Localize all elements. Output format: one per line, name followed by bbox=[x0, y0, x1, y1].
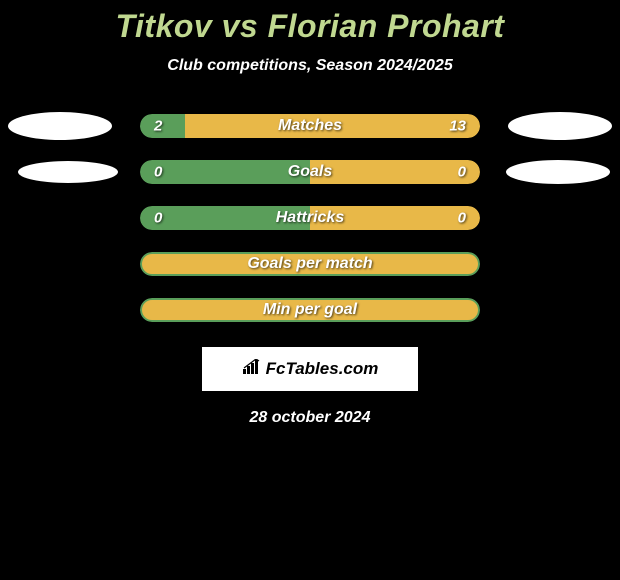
avatar-right bbox=[508, 112, 612, 140]
subtitle: Club competitions, Season 2024/2025 bbox=[0, 57, 620, 75]
avatar-right bbox=[506, 160, 610, 184]
stat-label: Min per goal bbox=[140, 301, 480, 319]
page-title: Titkov vs Florian Prohart bbox=[0, 8, 620, 45]
stat-bar: Goals0 0 bbox=[140, 160, 480, 184]
stat-label: Matches bbox=[140, 117, 480, 135]
main-container: Titkov vs Florian Prohart Club competiti… bbox=[0, 0, 620, 427]
stat-row: Goals per match bbox=[0, 241, 620, 287]
stat-label: Hattricks bbox=[140, 209, 480, 227]
stats-list: Matches213Goals00Hattricks00Goals per ma… bbox=[0, 103, 620, 333]
stat-row: Min per goal bbox=[0, 287, 620, 333]
stat-value-left: 0 bbox=[154, 210, 162, 227]
stat-row: Matches2 13 bbox=[0, 103, 620, 149]
logo-box[interactable]: FcTables.com bbox=[202, 347, 418, 391]
stat-value-right: 0 bbox=[458, 164, 466, 181]
date-label: 28 october 2024 bbox=[0, 409, 620, 427]
stat-bar: Hattricks0 0 bbox=[140, 206, 480, 230]
avatar-left bbox=[8, 112, 112, 140]
stat-label: Goals bbox=[140, 163, 480, 181]
stat-row: Goals0 0 bbox=[0, 149, 620, 195]
chart-icon bbox=[242, 359, 262, 380]
avatar-left bbox=[18, 161, 118, 183]
stat-value-right: 13 bbox=[449, 118, 466, 135]
stat-label: Goals per match bbox=[140, 255, 480, 273]
stat-bar: Min per goal bbox=[140, 298, 480, 322]
stat-bar: Matches2 13 bbox=[140, 114, 480, 138]
stat-value-left: 2 bbox=[154, 118, 162, 135]
stat-value-right: 0 bbox=[458, 210, 466, 227]
stat-value-left: 0 bbox=[154, 164, 162, 181]
logo: FcTables.com bbox=[242, 359, 379, 380]
stat-row: Hattricks0 0 bbox=[0, 195, 620, 241]
logo-text: FcTables.com bbox=[266, 359, 379, 379]
stat-bar: Goals per match bbox=[140, 252, 480, 276]
